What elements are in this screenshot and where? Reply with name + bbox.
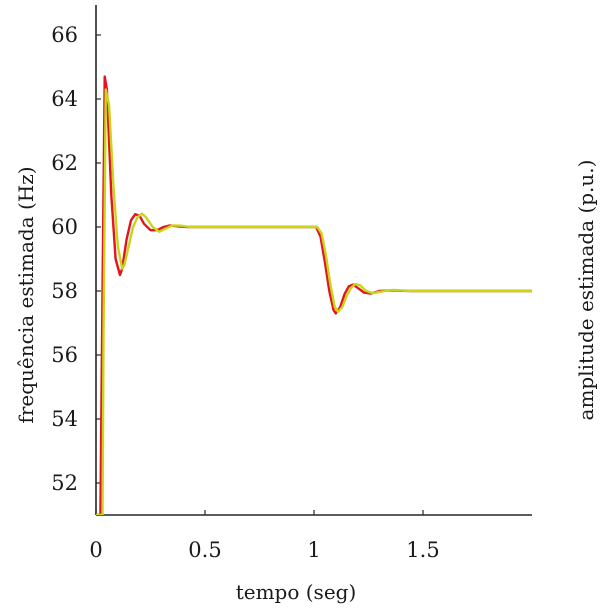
axes-layer [95,5,532,516]
y-tick-label: 56 [51,343,78,367]
series-line-yellow [96,88,532,515]
y-axis-title: frequência estimada (Hz) [14,166,38,423]
x-tick-label: 0.5 [188,538,221,562]
y-tick-label: 54 [51,407,78,431]
y-tick-label: 62 [51,151,78,175]
y-tick-label: 52 [51,471,78,495]
y-tick-label: 66 [51,23,78,47]
x-tick-label: 1 [307,538,320,562]
series-line-red [96,75,532,515]
second-chart-y-axis-title: amplitude estimada (p.u.) [574,160,598,421]
y-tick-label: 60 [51,215,78,239]
ticks-layer: 0 0.5 1 1.5 52 54 56 58 60 62 64 66 [51,23,439,562]
y-tick-label: 64 [51,87,78,111]
x-axis-title: tempo (seg) [236,580,357,604]
series-layer [96,75,532,515]
y-tick-label: 58 [51,279,78,303]
x-tick-label: 1.5 [406,538,439,562]
x-tick-label: 0 [89,538,102,562]
